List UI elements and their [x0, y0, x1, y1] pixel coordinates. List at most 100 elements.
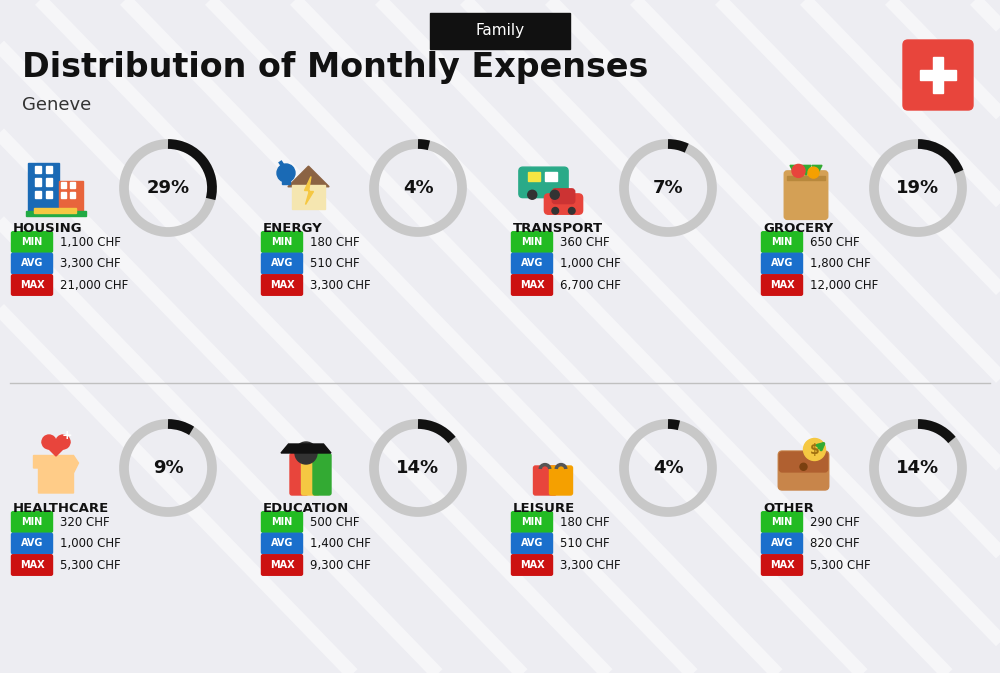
Polygon shape: [34, 456, 78, 493]
Text: 320 CHF: 320 CHF: [60, 516, 110, 528]
Text: 4%: 4%: [403, 179, 433, 197]
FancyBboxPatch shape: [430, 13, 570, 49]
Text: 360 CHF: 360 CHF: [560, 236, 610, 248]
Text: AVG: AVG: [771, 258, 793, 269]
FancyBboxPatch shape: [544, 194, 583, 214]
Text: 21,000 CHF: 21,000 CHF: [60, 279, 128, 291]
Circle shape: [804, 439, 826, 460]
FancyBboxPatch shape: [262, 555, 302, 575]
FancyBboxPatch shape: [512, 533, 552, 554]
Text: MAX: MAX: [20, 560, 44, 570]
Text: MAX: MAX: [770, 280, 794, 290]
FancyBboxPatch shape: [519, 167, 568, 198]
Bar: [35, 191, 41, 198]
Text: AVG: AVG: [521, 538, 543, 548]
Bar: [28, 163, 58, 213]
FancyBboxPatch shape: [512, 555, 552, 575]
Text: GROCERY: GROCERY: [763, 222, 833, 235]
Polygon shape: [812, 166, 822, 175]
Text: 5,300 CHF: 5,300 CHF: [810, 559, 871, 571]
Text: MIN: MIN: [521, 237, 543, 247]
Text: 9%: 9%: [153, 459, 183, 477]
Text: AVG: AVG: [271, 258, 293, 269]
Bar: [292, 185, 325, 209]
FancyBboxPatch shape: [262, 275, 302, 295]
FancyBboxPatch shape: [762, 253, 802, 274]
Bar: [787, 176, 825, 180]
FancyBboxPatch shape: [262, 511, 302, 532]
Text: Distribution of Monthly Expenses: Distribution of Monthly Expenses: [22, 52, 648, 85]
Text: OTHER: OTHER: [763, 502, 814, 515]
Bar: [282, 173, 290, 184]
Text: MAX: MAX: [770, 560, 794, 570]
Text: MIN: MIN: [21, 517, 43, 527]
Bar: [46, 166, 52, 173]
Bar: [58, 180, 82, 213]
Text: 1,100 CHF: 1,100 CHF: [60, 236, 121, 248]
Text: 12,000 CHF: 12,000 CHF: [810, 279, 878, 291]
FancyBboxPatch shape: [262, 253, 302, 274]
Bar: [933, 57, 943, 93]
Text: 1,000 CHF: 1,000 CHF: [60, 537, 121, 550]
Text: 180 CHF: 180 CHF: [310, 236, 360, 248]
FancyBboxPatch shape: [534, 466, 556, 495]
Text: 5,300 CHF: 5,300 CHF: [60, 559, 121, 571]
FancyBboxPatch shape: [290, 454, 308, 495]
Bar: [46, 191, 52, 198]
Text: HEALTHCARE: HEALTHCARE: [13, 502, 109, 515]
Bar: [26, 211, 86, 215]
Text: 510 CHF: 510 CHF: [560, 537, 610, 550]
Bar: [920, 70, 956, 80]
FancyBboxPatch shape: [11, 253, 52, 274]
Text: MAX: MAX: [20, 280, 44, 290]
Polygon shape: [281, 444, 331, 453]
FancyBboxPatch shape: [262, 232, 302, 252]
Text: +: +: [62, 429, 73, 441]
Text: EDUCATION: EDUCATION: [263, 502, 349, 515]
Text: 180 CHF: 180 CHF: [560, 516, 610, 528]
Text: AVG: AVG: [21, 538, 43, 548]
Text: LEISURE: LEISURE: [513, 502, 575, 515]
Text: 7%: 7%: [653, 179, 683, 197]
Circle shape: [568, 207, 575, 214]
Text: Geneve: Geneve: [22, 96, 91, 114]
FancyBboxPatch shape: [762, 511, 802, 532]
Bar: [545, 172, 557, 180]
Circle shape: [800, 463, 807, 470]
Text: 6,700 CHF: 6,700 CHF: [560, 279, 621, 291]
FancyBboxPatch shape: [11, 275, 52, 295]
FancyBboxPatch shape: [313, 454, 331, 495]
Text: $: $: [810, 443, 819, 456]
Text: 3,300 CHF: 3,300 CHF: [560, 559, 621, 571]
Bar: [46, 178, 52, 186]
FancyBboxPatch shape: [512, 253, 552, 274]
Text: MIN: MIN: [521, 517, 543, 527]
FancyBboxPatch shape: [784, 171, 828, 219]
Bar: [528, 172, 540, 180]
Circle shape: [792, 164, 805, 178]
Text: MAX: MAX: [520, 280, 544, 290]
Text: 3,300 CHF: 3,300 CHF: [310, 279, 371, 291]
Text: 500 CHF: 500 CHF: [310, 516, 359, 528]
Text: 650 CHF: 650 CHF: [810, 236, 860, 248]
Bar: [35, 166, 41, 173]
FancyBboxPatch shape: [11, 511, 52, 532]
Bar: [35, 178, 41, 186]
FancyBboxPatch shape: [762, 275, 802, 295]
Text: MAX: MAX: [270, 560, 294, 570]
Text: 19%: 19%: [896, 179, 940, 197]
Text: AVG: AVG: [771, 538, 793, 548]
FancyBboxPatch shape: [762, 232, 802, 252]
FancyBboxPatch shape: [550, 466, 572, 495]
Polygon shape: [42, 442, 70, 456]
Text: 1,000 CHF: 1,000 CHF: [560, 257, 621, 270]
Text: AVG: AVG: [21, 258, 43, 269]
Text: 1,800 CHF: 1,800 CHF: [810, 257, 871, 270]
Text: 9,300 CHF: 9,300 CHF: [310, 559, 371, 571]
Text: 29%: 29%: [146, 179, 190, 197]
Polygon shape: [288, 166, 329, 186]
Circle shape: [550, 190, 559, 199]
Text: 1,400 CHF: 1,400 CHF: [310, 537, 371, 550]
FancyBboxPatch shape: [11, 555, 52, 575]
Bar: [70, 182, 75, 188]
